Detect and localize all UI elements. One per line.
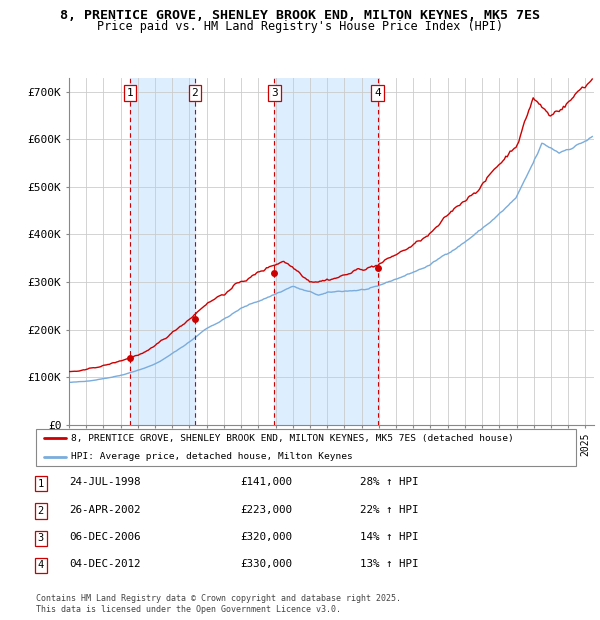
Text: Price paid vs. HM Land Registry's House Price Index (HPI): Price paid vs. HM Land Registry's House … bbox=[97, 20, 503, 33]
Text: 04-DEC-2012: 04-DEC-2012 bbox=[69, 559, 140, 569]
Text: 13% ↑ HPI: 13% ↑ HPI bbox=[360, 559, 419, 569]
Text: 2: 2 bbox=[191, 88, 199, 98]
Text: 8, PRENTICE GROVE, SHENLEY BROOK END, MILTON KEYNES, MK5 7ES: 8, PRENTICE GROVE, SHENLEY BROOK END, MI… bbox=[60, 9, 540, 22]
Text: 1: 1 bbox=[127, 88, 134, 98]
Text: 4: 4 bbox=[38, 560, 44, 570]
Text: 2: 2 bbox=[38, 506, 44, 516]
Text: HPI: Average price, detached house, Milton Keynes: HPI: Average price, detached house, Milt… bbox=[71, 453, 353, 461]
Text: 26-APR-2002: 26-APR-2002 bbox=[69, 505, 140, 515]
FancyBboxPatch shape bbox=[36, 429, 576, 466]
Text: 24-JUL-1998: 24-JUL-1998 bbox=[69, 477, 140, 487]
Text: £223,000: £223,000 bbox=[240, 505, 292, 515]
Text: 8, PRENTICE GROVE, SHENLEY BROOK END, MILTON KEYNES, MK5 7ES (detached house): 8, PRENTICE GROVE, SHENLEY BROOK END, MI… bbox=[71, 434, 514, 443]
Text: 22% ↑ HPI: 22% ↑ HPI bbox=[360, 505, 419, 515]
Text: This data is licensed under the Open Government Licence v3.0.: This data is licensed under the Open Gov… bbox=[36, 604, 341, 614]
Text: 28% ↑ HPI: 28% ↑ HPI bbox=[360, 477, 419, 487]
Text: £320,000: £320,000 bbox=[240, 532, 292, 542]
Bar bbox=[274, 78, 377, 425]
Text: £330,000: £330,000 bbox=[240, 559, 292, 569]
Text: 06-DEC-2006: 06-DEC-2006 bbox=[69, 532, 140, 542]
Text: 3: 3 bbox=[271, 88, 278, 98]
Text: 14% ↑ HPI: 14% ↑ HPI bbox=[360, 532, 419, 542]
Text: 4: 4 bbox=[374, 88, 381, 98]
Text: 1: 1 bbox=[38, 479, 44, 489]
Text: £141,000: £141,000 bbox=[240, 477, 292, 487]
Bar bbox=[130, 78, 195, 425]
Text: Contains HM Land Registry data © Crown copyright and database right 2025.: Contains HM Land Registry data © Crown c… bbox=[36, 593, 401, 603]
Text: 3: 3 bbox=[38, 533, 44, 543]
